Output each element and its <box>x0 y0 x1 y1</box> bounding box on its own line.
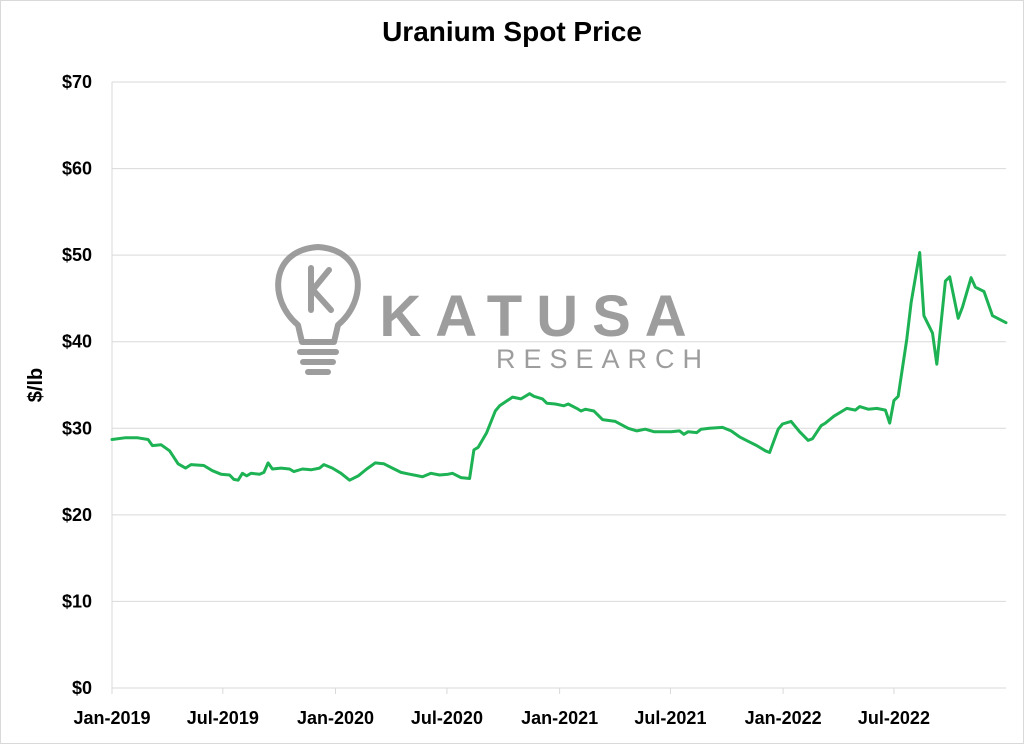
gridlines <box>112 81 1006 602</box>
x-tick-label: Jan-2019 <box>73 708 150 728</box>
y-tick-label: $30 <box>62 418 92 438</box>
y-tick-label: $70 <box>62 72 92 92</box>
y-tick-label: $20 <box>62 505 92 525</box>
x-tick-label: Jan-2022 <box>745 708 822 728</box>
y-tick-label: $10 <box>62 591 92 611</box>
watermark-logo: KATUSA RESEARCH <box>275 244 710 375</box>
y-tick-label: $50 <box>62 245 92 265</box>
lightbulb-icon <box>275 244 361 375</box>
x-tick-label: Jan-2021 <box>521 708 598 728</box>
axes <box>111 82 1006 694</box>
x-tick-labels: Jan-2019 Jul-2019 Jan-2020 Jul-2020 Jan-2021… <box>73 708 929 728</box>
price-line <box>110 251 1008 482</box>
y-tick-label: $40 <box>62 332 92 352</box>
watermark-brand: KATUSA <box>379 284 700 349</box>
x-tick-label: Jan-2020 <box>297 708 374 728</box>
y-axis-label: $/lb <box>25 368 47 402</box>
y-tick-label: $60 <box>62 159 92 179</box>
x-tick-label: Jul-2022 <box>858 708 930 728</box>
x-tick-label: Jul-2020 <box>411 708 483 728</box>
watermark-sub: RESEARCH <box>496 344 710 374</box>
chart-title: Uranium Spot Price <box>382 16 642 47</box>
x-tick-label: Jul-2019 <box>187 708 259 728</box>
y-tick-labels: $0 $10 $20 $30 $40 $50 $60 $70 <box>62 72 92 698</box>
series-layer <box>110 251 1008 482</box>
y-tick-label: $0 <box>72 678 92 698</box>
x-tick-label: Jul-2021 <box>634 708 706 728</box>
